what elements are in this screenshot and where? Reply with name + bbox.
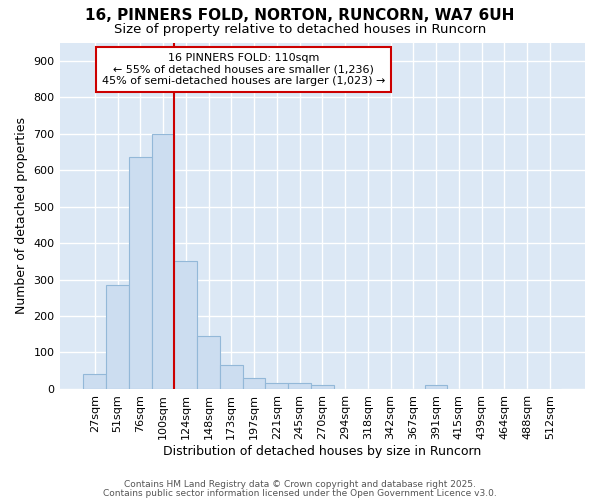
Bar [220,366,242,389]
Bar [106,285,129,389]
Bar [311,386,334,389]
Bar [242,378,265,389]
Bar [83,374,106,389]
Bar [265,384,288,389]
X-axis label: Distribution of detached houses by size in Runcorn: Distribution of detached houses by size … [163,444,481,458]
Bar [129,158,152,389]
Y-axis label: Number of detached properties: Number of detached properties [15,117,28,314]
Text: Size of property relative to detached houses in Runcorn: Size of property relative to detached ho… [114,22,486,36]
Bar [152,134,175,389]
Bar [197,336,220,389]
Text: 16 PINNERS FOLD: 110sqm
← 55% of detached houses are smaller (1,236)
45% of semi: 16 PINNERS FOLD: 110sqm ← 55% of detache… [102,53,385,86]
Bar [175,262,197,389]
Text: 16, PINNERS FOLD, NORTON, RUNCORN, WA7 6UH: 16, PINNERS FOLD, NORTON, RUNCORN, WA7 6… [85,8,515,22]
Text: Contains HM Land Registry data © Crown copyright and database right 2025.: Contains HM Land Registry data © Crown c… [124,480,476,489]
Bar [288,384,311,389]
Text: Contains public sector information licensed under the Open Government Licence v3: Contains public sector information licen… [103,488,497,498]
Bar [425,386,448,389]
